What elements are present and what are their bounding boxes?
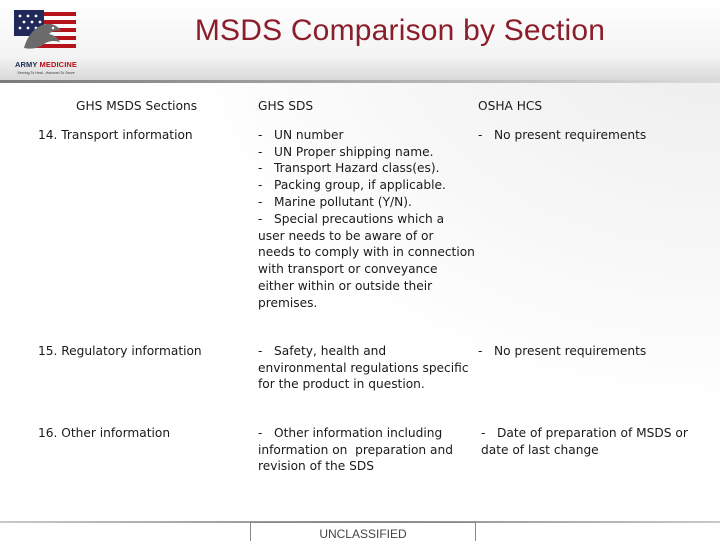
osha-hcs-cell: - No present requirements: [478, 127, 698, 343]
ghs-line: revision of the SDS: [258, 459, 374, 474]
ghs-line: with transport or conveyance: [258, 262, 438, 277]
table-row: 16. Other information - Other informatio…: [38, 425, 698, 525]
classification-banner: UNCLASSIFIED: [250, 522, 476, 541]
ghs-line: - Other information including: [258, 425, 443, 440]
ghs-line: - Marine pollutant (Y/N).: [258, 194, 412, 209]
osha-line: - No present requirements: [478, 343, 647, 358]
ghs-line: - Special precautions which a: [258, 211, 445, 226]
ghs-sds-cell: - Safety, health and environmental regul…: [258, 343, 478, 425]
osha-line: date of last change: [481, 442, 599, 457]
column-header-ghs-sds: GHS SDS: [258, 99, 314, 113]
header-band: [0, 0, 720, 82]
osha-hcs-cell: - No present requirements: [478, 343, 698, 425]
ghs-line: - Safety, health and: [258, 343, 387, 358]
ghs-line: either within or outside their: [258, 278, 433, 293]
ghs-line: environmental regulations specific: [258, 360, 469, 375]
section-cell: 16. Other information: [38, 425, 171, 440]
ghs-line: - UN Proper shipping name.: [258, 144, 434, 159]
osha-line: - No present requirements: [478, 127, 647, 142]
comparison-table: GHS MSDS Sections GHS SDS OSHA HCS 14. T…: [38, 98, 698, 525]
column-header-osha-hcs: OSHA HCS: [478, 99, 543, 113]
ghs-line: - Transport Hazard class(es).: [258, 161, 440, 176]
table-header-row: GHS MSDS Sections GHS SDS OSHA HCS: [38, 98, 698, 115]
header-divider: [0, 80, 720, 83]
column-header-ghs-msds-sections: GHS MSDS Sections: [76, 99, 198, 113]
ghs-line: information on preparation and: [258, 442, 453, 457]
army-medicine-logo: ARMY MEDICINE Serving To Heal...Honored …: [6, 4, 82, 76]
ghs-line: needs to comply with in connection: [258, 245, 475, 260]
section-cell: 15. Regulatory information: [38, 343, 202, 358]
logo-wordmark: ARMY MEDICINE: [14, 60, 77, 69]
eagle-flag-emblem-icon: [14, 10, 76, 49]
page-title: MSDS Comparison by Section: [194, 14, 606, 47]
ghs-line: - UN number: [258, 127, 344, 142]
ghs-line: for the product in question.: [258, 377, 425, 392]
ghs-line: - Packing group, if applicable.: [258, 178, 446, 193]
osha-hcs-cell: - Date of preparation of MSDS or date of…: [478, 425, 698, 525]
ghs-line: premises.: [258, 295, 318, 310]
section-cell: 14. Transport information: [38, 127, 193, 142]
ghs-sds-cell: - Other information including informatio…: [258, 425, 478, 525]
ghs-sds-cell: - UN number - UN Proper shipping name. -…: [258, 127, 478, 343]
ghs-line: user needs to be aware of or: [258, 228, 434, 243]
osha-line: - Date of preparation of MSDS or: [481, 425, 688, 440]
logo-tagline: Serving To Heal...Honored To Serve: [17, 71, 75, 75]
table-row: 14. Transport information - UN number - …: [38, 127, 698, 343]
table-row: 15. Regulatory information - Safety, hea…: [38, 343, 698, 425]
